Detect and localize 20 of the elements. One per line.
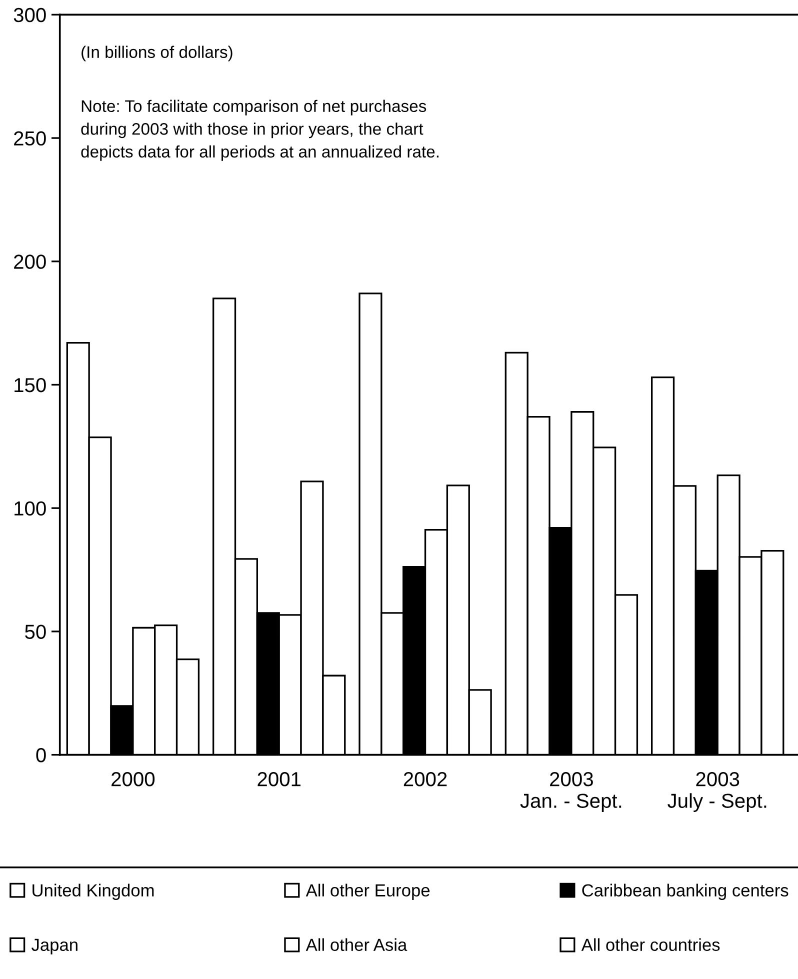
annotation: Note: To facilitate comparison of net purchases during 2003 with those in prior years, the chart depicts data for all periods at an annualized rate.	[81, 100, 438, 161]
x-tick-label: 2002	[404, 772, 447, 786]
y-tick-label: 250	[14, 131, 46, 146]
legend-label: Japan	[32, 938, 78, 954]
y-tick-label: 200	[14, 254, 46, 269]
legend-label: United Kingdom	[32, 884, 154, 900]
x-tick-label: 2003 Jan. - Sept.	[520, 772, 622, 812]
y-tick-label: 0	[36, 748, 46, 762]
legend-label: All other countries	[581, 938, 720, 951]
y-tick-label: 300	[14, 8, 46, 22]
x-tick-label: 2003 July - Sept.	[668, 772, 766, 812]
legend-label: All other Asia	[306, 938, 408, 951]
annotation: (In billions of dollars)	[82, 46, 232, 62]
y-tick-label: 100	[14, 501, 46, 516]
x-tick-label: 2000	[112, 772, 155, 786]
legend-label: All other Europe	[306, 884, 430, 900]
legend-label: Caribbean banking centers	[582, 884, 788, 900]
y-tick-label: 50	[25, 624, 46, 639]
x-tick-label: 2001	[258, 772, 301, 786]
y-tick-label: 150	[14, 378, 46, 392]
